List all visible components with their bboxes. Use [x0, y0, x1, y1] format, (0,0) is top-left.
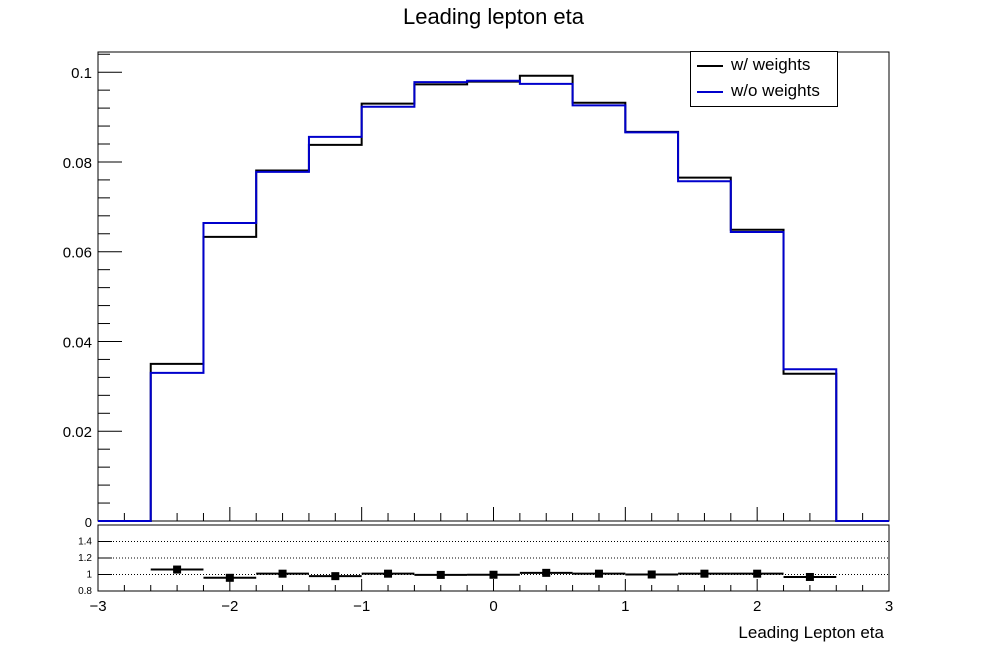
y-tick-label: 0.02 [63, 424, 92, 441]
x-tick-label: −3 [89, 598, 106, 615]
ratio-y-tick-label: 0.8 [78, 586, 92, 597]
y-tick-label: 0.1 [71, 65, 92, 82]
x-tick-label: −2 [221, 598, 238, 615]
ratio-point [225, 573, 234, 582]
top-panel-frame [97, 51, 890, 522]
x-tick-label: −1 [353, 598, 370, 615]
x-tick-label: 1 [621, 598, 629, 615]
ratio-point [647, 570, 656, 579]
legend-entry-unweighted: w/o weights [697, 80, 820, 102]
ratio-point [436, 570, 445, 579]
legend: w/ weights w/o weights [690, 51, 838, 107]
ratio-y-tick-label: 1.4 [78, 537, 92, 548]
y-tick-label: 0.04 [63, 334, 92, 351]
legend-swatch-unweighted [697, 90, 723, 93]
ratio-point [594, 569, 603, 578]
legend-label-unweighted: w/o weights [731, 81, 820, 100]
x-tick-label: 0 [489, 598, 497, 615]
ratio-point [331, 572, 340, 581]
ratio-y-tick-label: 1.2 [78, 553, 92, 564]
chart-title: Leading lepton eta [402, 4, 585, 29]
y-zero-label: 0 [85, 515, 92, 530]
y-tick-label: 0.06 [63, 245, 92, 262]
series-weighted-line [98, 74, 889, 522]
ratio-y-tick-label: 1 [86, 570, 92, 581]
ratio-point [173, 565, 182, 574]
ratio-point [384, 569, 393, 578]
y-tick-label: 0.08 [63, 155, 92, 172]
ratio-point [489, 570, 498, 579]
ratio-point [278, 569, 287, 578]
ratio-point [753, 569, 762, 578]
ratio-point [700, 569, 709, 578]
x-tick-label: 3 [885, 598, 893, 615]
legend-entry-weighted: w/ weights [697, 54, 810, 76]
ratio-point [805, 572, 814, 581]
legend-swatch-weighted [697, 64, 723, 67]
ratio-point [542, 568, 551, 577]
x-axis-label: Leading Lepton eta [738, 623, 884, 642]
series-unweighted-line [98, 79, 889, 522]
legend-label-weighted: w/ weights [731, 55, 811, 74]
x-tick-label: 2 [753, 598, 761, 615]
